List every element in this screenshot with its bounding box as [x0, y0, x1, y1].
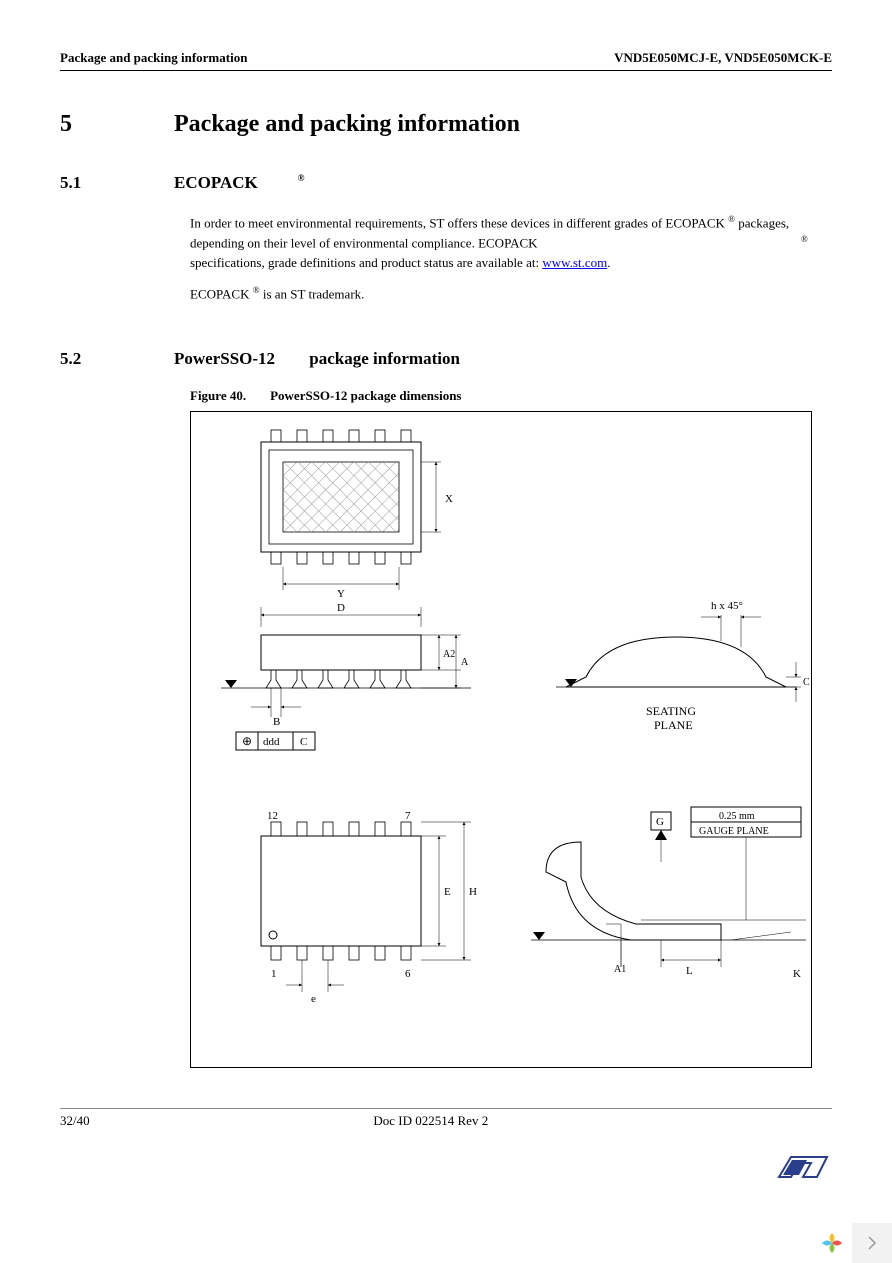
dim-l: L — [686, 965, 693, 977]
gdt-ddd: ddd — [263, 736, 280, 748]
figure-heading: Figure 40. PowerSSO-12 package dimension… — [190, 387, 832, 405]
gauge-bot: GAUGE PLANE — [699, 826, 769, 837]
st-logo-icon — [777, 1153, 832, 1190]
pin-1: 1 — [271, 968, 277, 980]
dim-a2: A2 — [443, 649, 455, 660]
section-heading: 5 Package and packing information — [60, 111, 832, 138]
page-number: 32/40 — [60, 1113, 90, 1129]
ecopack-paragraph-1: In order to meet environmental requireme… — [190, 213, 832, 272]
dim-H: H — [469, 886, 477, 898]
figure-caption: PowerSSO-12 package dimensions — [270, 388, 461, 404]
page-header: Package and packing information VND5E050… — [60, 50, 832, 71]
pin-7: 7 — [405, 810, 411, 822]
subsection-5-2: 5.2 PowerSSO-12 package information — [60, 349, 832, 369]
next-page-button[interactable] — [852, 1223, 892, 1263]
header-right: VND5E050MCJ-E, VND5E050MCK-E — [614, 50, 832, 66]
subsection-title: ECOPACK® — [174, 173, 304, 193]
dim-e: e — [311, 993, 316, 1005]
gdt-c: C — [300, 736, 307, 748]
subsection-number: 5.1 — [60, 173, 170, 193]
seating-label2: PLANE — [654, 718, 693, 732]
subsection-title: PowerSSO-12 package information — [174, 349, 460, 369]
dim-b: B — [273, 716, 280, 728]
section-title: Package and packing information — [174, 111, 520, 138]
dim-y: Y — [337, 588, 345, 600]
ecopack-paragraph-2: ECOPACK ® is an ST trademark. — [190, 284, 832, 304]
app-icon[interactable] — [812, 1223, 852, 1263]
header-left: Package and packing information — [60, 50, 247, 66]
subsection-5-1: 5.1 ECOPACK® — [60, 173, 832, 193]
st-website-link[interactable]: www.st.com — [542, 255, 607, 270]
package-diagram: X Y D — [190, 411, 812, 1068]
seating-label1: SEATING — [646, 704, 696, 718]
doc-id: Doc ID 022514 Rev 2 — [90, 1113, 772, 1129]
dim-k: K — [793, 968, 801, 980]
dim-a: A — [461, 657, 469, 668]
dim-E: E — [444, 886, 451, 898]
gdt-symbol: ⊕ — [242, 734, 252, 748]
dim-d: D — [337, 602, 345, 614]
gauge-top: 0.25 mm — [719, 811, 755, 822]
section-number: 5 — [60, 111, 170, 138]
svg-text:C: C — [803, 677, 810, 688]
pin-12: 12 — [267, 810, 278, 822]
dim-x: X — [445, 493, 453, 505]
dim-a1: A1 — [614, 964, 626, 975]
subsection-number: 5.2 — [60, 349, 170, 369]
dim-hx45: h x 45° — [711, 600, 743, 612]
figure-label: Figure 40. — [190, 388, 246, 404]
pin-6: 6 — [405, 968, 411, 980]
datum-g: G — [656, 816, 664, 828]
page-footer: 32/40 Doc ID 022514 Rev 2 — [60, 1108, 832, 1129]
bottom-nav — [812, 1223, 892, 1263]
